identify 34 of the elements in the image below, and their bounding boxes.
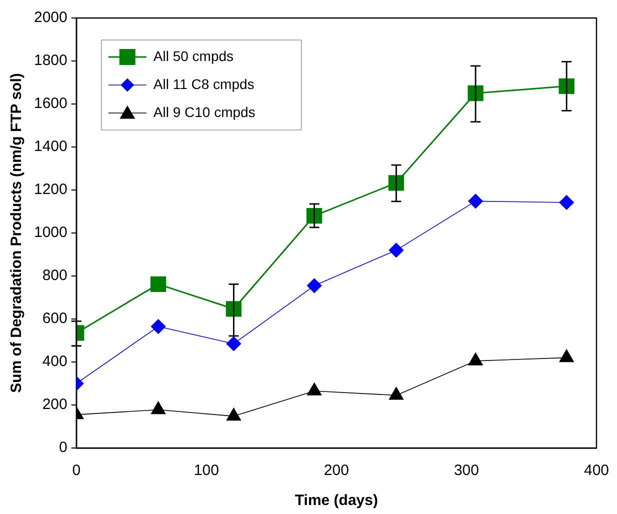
point (388, 386, 404, 400)
point (226, 336, 242, 352)
point (468, 352, 483, 366)
y-tick-label: 0 (59, 439, 68, 456)
point (559, 195, 574, 210)
x-tick-label: 200 (324, 462, 349, 480)
y-tick-label: 200 (42, 396, 68, 414)
point (150, 401, 166, 414)
y-tick-label: 800 (42, 267, 68, 284)
point (468, 194, 483, 209)
legend-label: All 11 C8 cmpds (153, 76, 254, 92)
x-axis-title: Time (days) (294, 492, 378, 510)
legend-label: All 9 C10 cmpds (153, 104, 256, 120)
y-tick-label: 2000 (34, 9, 68, 26)
x-tick-label: 300 (454, 462, 479, 480)
point (150, 276, 166, 292)
y-tick-label: 1800 (34, 52, 68, 70)
point (226, 408, 242, 421)
legend-label: All 50 cmpds (153, 48, 234, 64)
x-tick-label: 100 (194, 462, 219, 480)
point (150, 319, 166, 334)
y-tick-label: 1200 (34, 181, 68, 198)
y-tick-label: 1600 (34, 95, 68, 112)
point (306, 382, 322, 396)
x-tick-label: 0 (72, 462, 81, 480)
y-tick-label: 1000 (34, 224, 68, 242)
point (388, 242, 404, 258)
point (559, 349, 574, 362)
x-tick-label: 400 (584, 462, 609, 480)
y-tick-label: 1400 (34, 138, 68, 156)
y-axis-title: Sum of Degradation Products (nm/g FTP sol) (8, 73, 26, 393)
point (306, 278, 322, 294)
y-tick-label: 600 (42, 310, 68, 328)
y-tick-label: 400 (42, 353, 68, 370)
